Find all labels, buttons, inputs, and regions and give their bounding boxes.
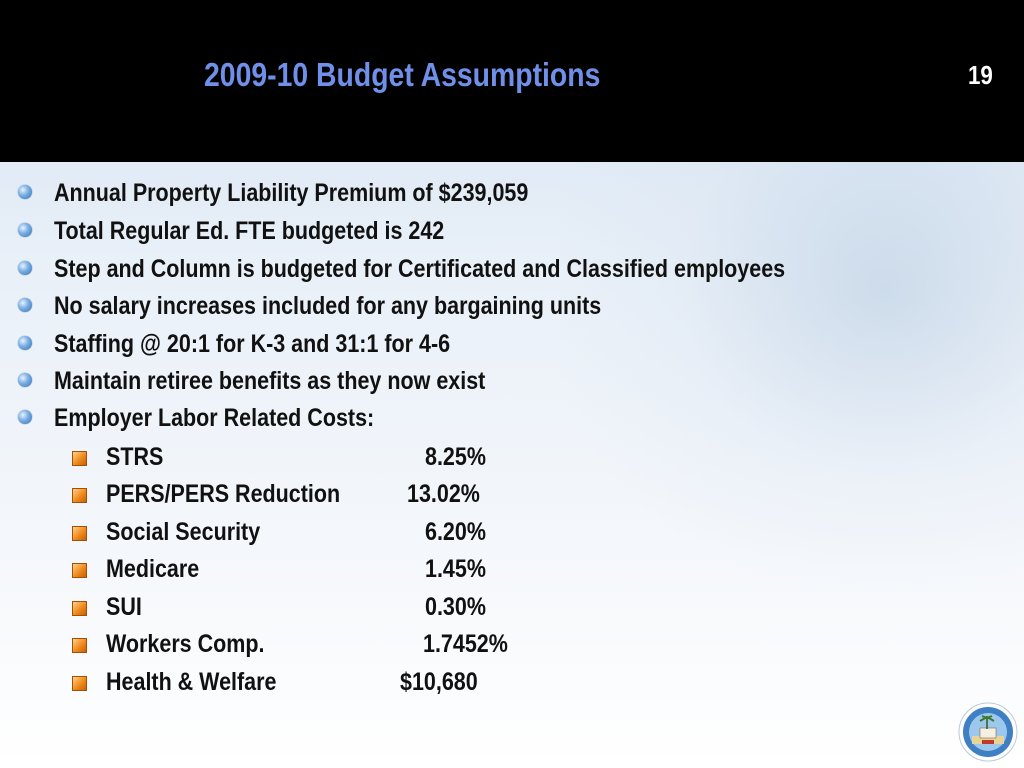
- background-decoration: [560, 162, 1024, 582]
- list-item: Annual Property Liability Premium of $23…: [54, 179, 529, 207]
- bullet-icon: [18, 261, 32, 275]
- bullet-icon: [18, 223, 32, 237]
- cost-label: SUI: [106, 593, 142, 621]
- cost-value: 1.7452%: [423, 630, 508, 658]
- sub-bullet-icon: [72, 638, 87, 653]
- sub-bullet-icon: [72, 563, 87, 578]
- list-item: Employer Labor Related Costs:: [54, 404, 375, 432]
- bullet-icon: [18, 298, 32, 312]
- cost-value: 13.02%: [407, 480, 480, 508]
- list-item: Staffing @ 20:1 for K-3 and 31:1 for 4-6: [54, 330, 451, 358]
- header-band: 2009-10 Budget Assumptions 19: [0, 0, 1024, 162]
- list-item: Step and Column is budgeted for Certific…: [54, 255, 786, 283]
- cost-value: 0.30%: [425, 593, 486, 621]
- bullet-icon: [18, 373, 32, 387]
- cost-label: Social Security: [106, 518, 261, 546]
- cost-label: STRS: [106, 443, 164, 471]
- slide-title: 2009-10 Budget Assumptions: [204, 56, 601, 93]
- list-item: Total Regular Ed. FTE budgeted is 242: [54, 217, 445, 245]
- cost-label: Medicare: [106, 555, 200, 583]
- sub-bullet-icon: [72, 488, 87, 503]
- list-item: No salary increases included for any bar…: [54, 292, 602, 320]
- cost-value: 8.25%: [425, 443, 486, 471]
- bullet-icon: [18, 410, 32, 424]
- school-district-seal-icon: [958, 702, 1018, 762]
- cost-label: Health & Welfare: [106, 668, 277, 696]
- sub-bullet-icon: [72, 526, 87, 541]
- bullet-icon: [18, 185, 32, 199]
- cost-value: 6.20%: [425, 518, 486, 546]
- sub-bullet-icon: [72, 601, 87, 616]
- sub-bullet-icon: [72, 676, 87, 691]
- list-item: Maintain retiree benefits as they now ex…: [54, 367, 486, 395]
- page-number: 19: [968, 60, 993, 90]
- cost-value: $10,680: [400, 668, 478, 696]
- sub-bullet-icon: [72, 451, 87, 466]
- bullet-icon: [18, 336, 32, 350]
- cost-label: PERS/PERS Reduction: [106, 480, 341, 508]
- cost-value: 1.45%: [425, 555, 486, 583]
- cost-label: Workers Comp.: [106, 630, 265, 658]
